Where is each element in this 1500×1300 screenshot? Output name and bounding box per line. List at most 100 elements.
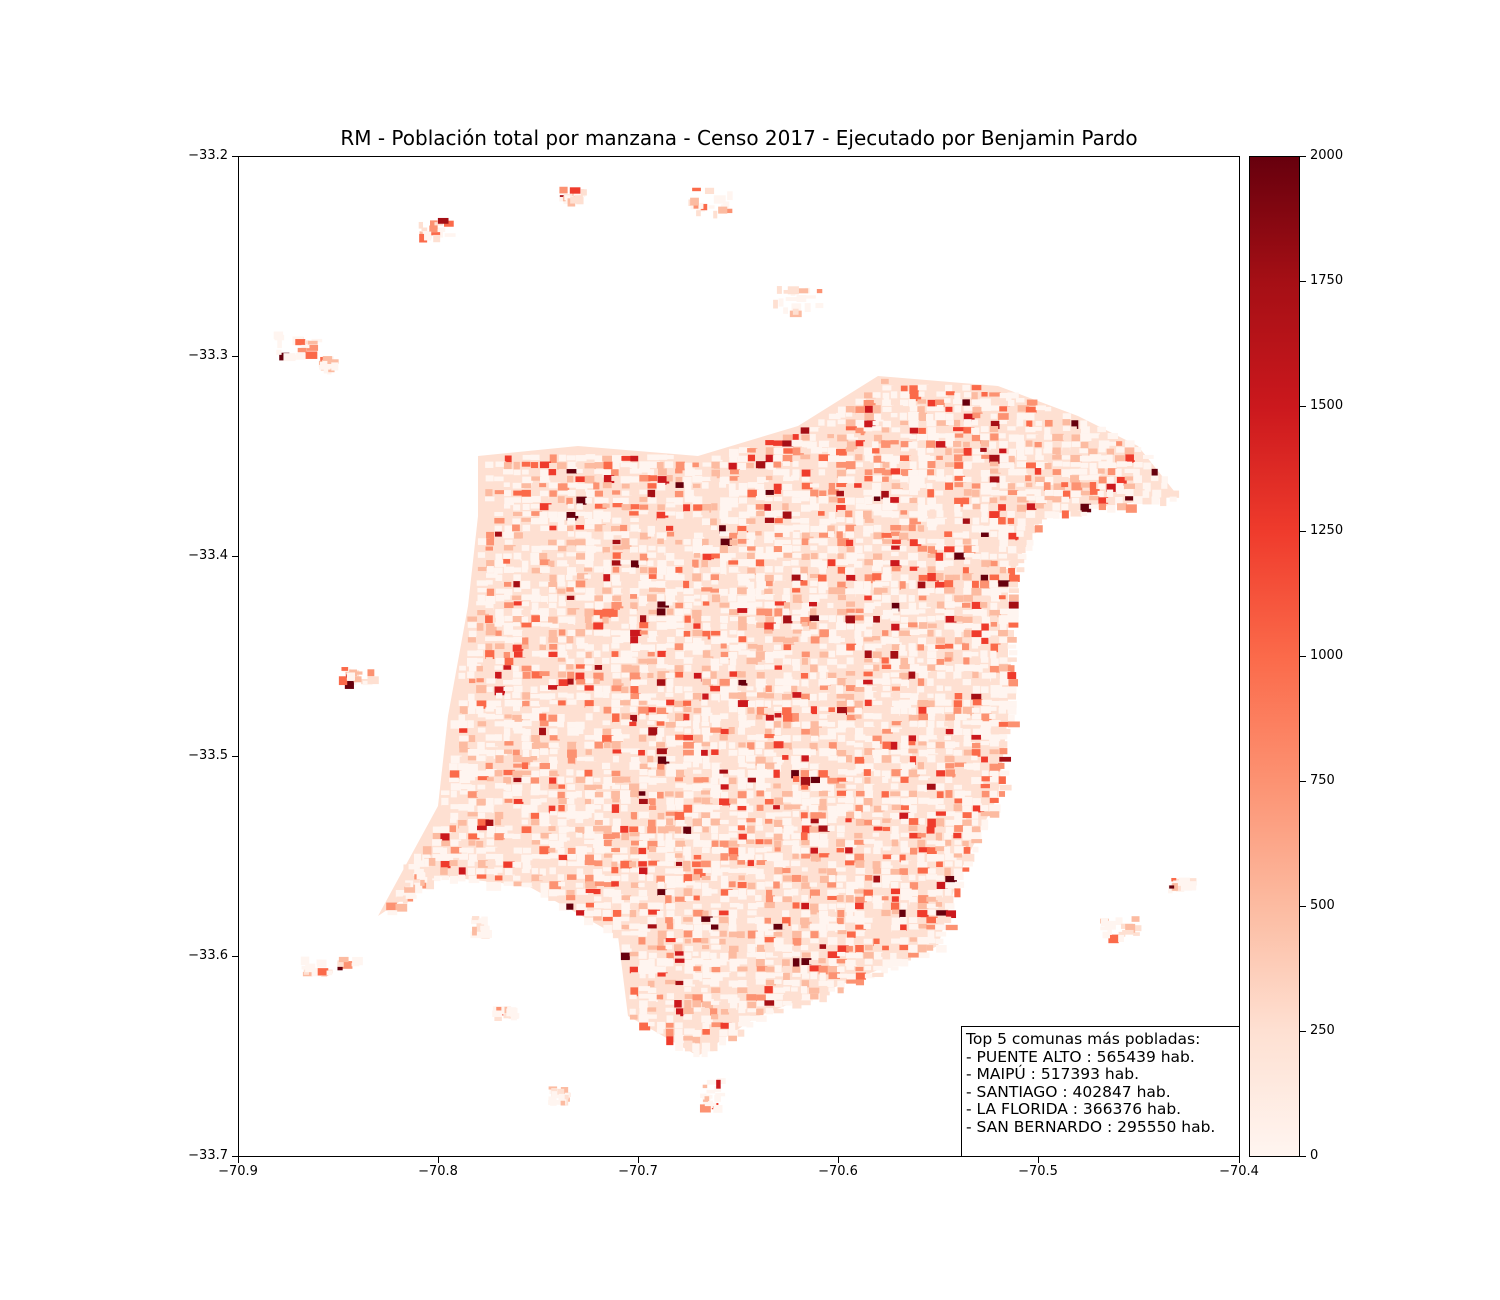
census-block (569, 187, 581, 194)
census-block (864, 658, 876, 663)
census-block (629, 832, 640, 837)
census-block (548, 587, 556, 593)
census-block (692, 629, 703, 637)
census-block (819, 756, 828, 762)
census-block (989, 574, 1000, 584)
census-block (494, 818, 502, 826)
census-block (665, 979, 676, 985)
census-block (909, 629, 920, 635)
census-block (522, 637, 529, 646)
census-block (575, 588, 586, 593)
census-block (576, 770, 585, 777)
census-block (675, 1008, 685, 1017)
census-block (891, 608, 899, 614)
census-block (513, 461, 520, 471)
census-block (917, 902, 929, 910)
census-block (476, 650, 483, 657)
census-block (864, 595, 872, 601)
census-block (782, 496, 793, 504)
census-block (476, 755, 486, 762)
census-block (647, 686, 656, 694)
census-block (729, 587, 742, 595)
census-block (783, 784, 790, 793)
census-block (1017, 539, 1028, 548)
census-block (980, 566, 987, 575)
census-block (998, 546, 1007, 552)
census-block (693, 1007, 705, 1012)
census-block (512, 833, 521, 842)
census-block (513, 601, 523, 606)
census-block (702, 490, 715, 498)
census-block (890, 713, 900, 721)
census-block (575, 623, 587, 632)
census-block (918, 804, 926, 811)
census-block (845, 412, 853, 417)
census-block (666, 699, 675, 706)
census-block (755, 868, 764, 878)
census-block (648, 805, 658, 810)
census-block (458, 874, 466, 882)
census-block (873, 868, 882, 874)
census-block (815, 303, 824, 309)
census-block (719, 741, 726, 750)
census-block (845, 770, 857, 776)
census-block (549, 525, 557, 531)
census-block (630, 748, 640, 755)
census-block (971, 476, 980, 482)
census-block (837, 525, 849, 534)
census-block (431, 867, 438, 872)
census-block (1088, 433, 1100, 439)
census-block (657, 1000, 667, 1006)
census-block (881, 644, 891, 652)
census-block (846, 574, 857, 581)
census-block (963, 559, 971, 565)
census-block (882, 420, 894, 428)
census-block (873, 455, 885, 463)
census-block (656, 594, 665, 603)
census-block (918, 952, 930, 959)
census-block (881, 615, 889, 620)
census-block (819, 518, 831, 525)
census-block (863, 489, 873, 496)
census-block (684, 966, 696, 976)
census-block (1007, 426, 1016, 431)
census-block (747, 847, 755, 856)
census-block (1034, 441, 1042, 448)
census-block (1061, 482, 1069, 488)
census-block (800, 777, 811, 786)
census-block (1034, 503, 1046, 509)
census-block (927, 623, 938, 629)
census-block (800, 608, 809, 617)
census-block (711, 594, 721, 604)
census-block (504, 539, 517, 545)
census-block (585, 895, 594, 900)
census-block (891, 777, 901, 782)
census-block (692, 573, 702, 582)
census-block (513, 532, 524, 540)
census-block (756, 770, 768, 779)
census-block (630, 643, 642, 652)
census-block (773, 447, 785, 455)
census-block (683, 588, 694, 595)
census-block (917, 433, 928, 441)
census-block (846, 483, 854, 489)
census-block (512, 692, 521, 699)
census-block (746, 686, 754, 691)
census-block (630, 552, 641, 560)
census-block (684, 489, 695, 499)
census-block (522, 679, 533, 687)
census-block (836, 573, 845, 579)
census-block (468, 700, 479, 709)
census-block (801, 867, 808, 872)
census-block (999, 511, 1011, 518)
census-block (783, 797, 793, 803)
census-block (522, 511, 534, 517)
census-block (908, 412, 920, 421)
census-block (846, 784, 857, 789)
census-block (809, 567, 817, 574)
census-block (495, 574, 503, 584)
census-block (917, 839, 926, 849)
census-block (846, 699, 854, 709)
census-block (485, 489, 493, 497)
census-block (450, 755, 462, 764)
